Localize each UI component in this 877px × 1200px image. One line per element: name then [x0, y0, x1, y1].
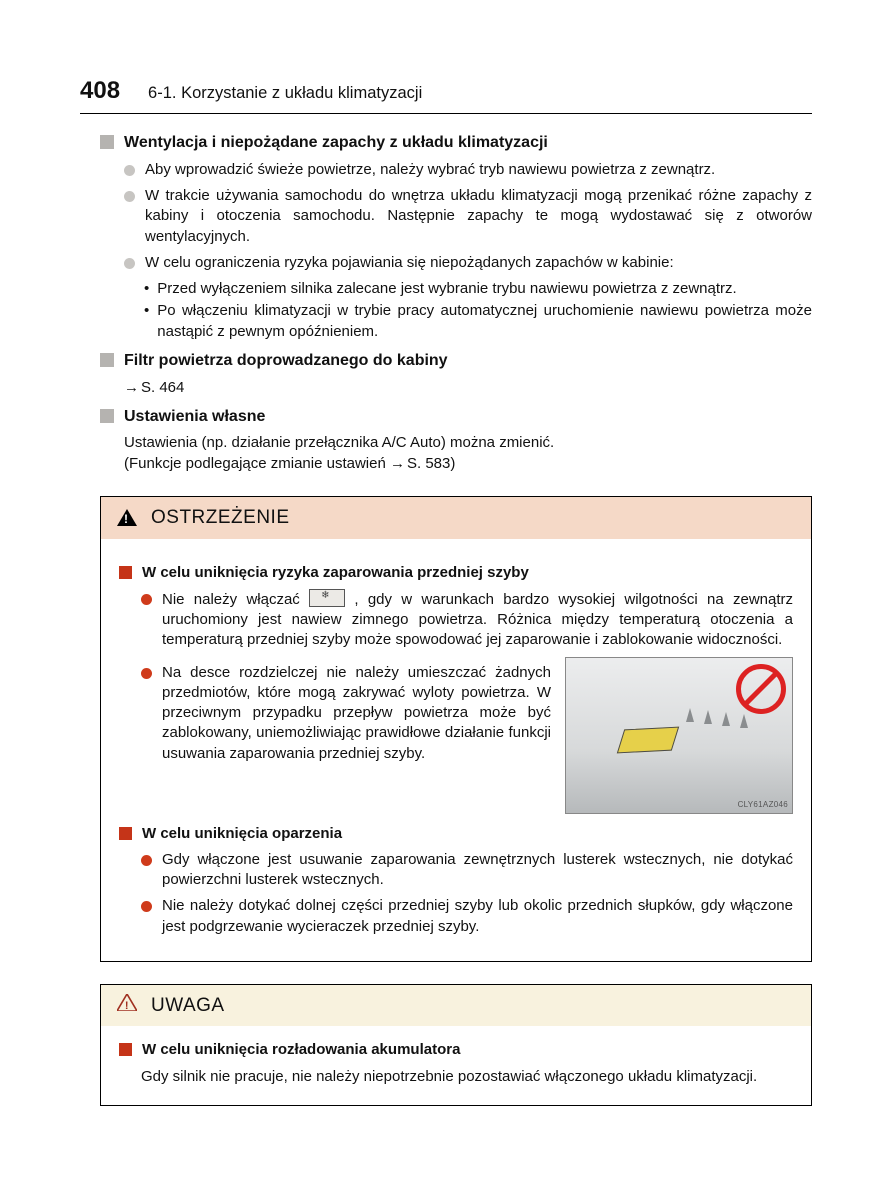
air-arrow-icon — [722, 712, 730, 726]
round-bullet-icon — [124, 191, 135, 202]
notice-box: ! UWAGA W celu uniknięcia rozładowania a… — [100, 984, 812, 1106]
warning-item: Gdy włączone jest usuwanie zaparowania z… — [141, 850, 793, 891]
warning-subheading-fog: W celu uniknięcia ryzyka zaparowania prz… — [119, 563, 793, 583]
sub-list-item: • Przed wyłączeniem silnika zalecane jes… — [144, 279, 812, 299]
warning-triangle-icon: ! — [117, 509, 137, 526]
section-heading-filter: Filtr powietrza doprowadzanego do kabiny — [100, 350, 812, 372]
square-red-icon — [119, 1043, 132, 1056]
dot-bullet-icon: • — [144, 301, 149, 342]
section-heading-ventilation: Wentylacja i niepożądane zapachy z układ… — [100, 132, 812, 154]
list-text: W celu ograniczenia ryzyka pojawiania si… — [145, 253, 674, 273]
dashboard-illustration: CLY61AZ046 — [565, 657, 793, 814]
settings-text: Ustawienia (np. działanie przełącznika A… — [124, 433, 812, 474]
settings-line2: (Funkcje podlegające zmianie ustawień S.… — [124, 454, 812, 474]
notice-header: ! UWAGA — [101, 985, 811, 1027]
arrow-icon — [124, 379, 141, 396]
square-bullet-icon — [100, 135, 114, 149]
warning-item: Na desce rozdzielczej nie należy umieszc… — [141, 663, 551, 808]
round-red-bullet-icon — [141, 901, 152, 912]
warning-item-with-image: Na desce rozdzielczej nie należy umieszc… — [141, 657, 793, 814]
warning-text: Na desce rozdzielczej nie należy umieszc… — [162, 663, 551, 808]
svg-text:!: ! — [125, 1000, 129, 1011]
object-on-dash-icon — [617, 726, 679, 753]
list-item: W trakcie używania samochodu do wnętrza … — [124, 186, 812, 247]
round-red-bullet-icon — [141, 855, 152, 866]
round-red-bullet-icon — [141, 594, 152, 605]
round-red-bullet-icon — [141, 668, 152, 679]
list-item: W celu ograniczenia ryzyka pojawiania si… — [124, 253, 812, 273]
sub-list-text: Przed wyłączeniem silnika zalecane jest … — [157, 279, 736, 299]
warning-text: Gdy włączone jest usuwanie zaparowania z… — [162, 850, 793, 891]
square-bullet-icon — [100, 409, 114, 423]
warning-label: OSTRZEŻENIE — [151, 505, 290, 531]
page-ref: S. 464 — [141, 379, 184, 396]
sub-list-text: Po włączeniu klimatyzacji w trybie pracy… — [157, 301, 812, 342]
warning-box: ! OSTRZEŻENIE W celu uniknięcia ryzyka z… — [100, 496, 812, 962]
round-bullet-icon — [124, 165, 135, 176]
warning-body: W celu uniknięcia ryzyka zaparowania prz… — [101, 539, 811, 961]
warning-text: Nie należy włączać , gdy w warunkach bar… — [162, 589, 793, 651]
chapter-title: 6-1. Korzystanie z układu klimatyzacji — [148, 82, 422, 104]
list-text: Aby wprowadzić świeże powietrze, należy … — [145, 160, 715, 180]
section-title: Wentylacja i niepożądane zapachy z układ… — [124, 132, 548, 154]
dot-bullet-icon: • — [144, 279, 149, 299]
square-red-icon — [119, 566, 132, 579]
sub-list-item: • Po włączeniu klimatyzacji w trybie pra… — [144, 301, 812, 342]
manual-page: 408 6-1. Korzystanie z układu klimatyzac… — [0, 0, 877, 1166]
notice-subheading-text: W celu uniknięcia rozładowania akumulato… — [142, 1040, 460, 1060]
section-title: Ustawienia własne — [124, 406, 265, 428]
square-red-icon — [119, 827, 132, 840]
notice-label: UWAGA — [151, 993, 225, 1019]
warning-item: Nie należy dotykać dolnej części przedni… — [141, 896, 793, 937]
warning-item: Nie należy włączać , gdy w warunkach bar… — [141, 589, 793, 651]
list-text: W trakcie używania samochodu do wnętrza … — [145, 186, 812, 247]
square-bullet-icon — [100, 353, 114, 367]
warning-header: ! OSTRZEŻENIE — [101, 497, 811, 539]
prohibition-icon — [736, 664, 786, 714]
round-bullet-icon — [124, 258, 135, 269]
cross-reference: S. 464 — [124, 378, 812, 398]
section-title: Filtr powietrza doprowadzanego do kabiny — [124, 350, 448, 372]
warning-subheading-text: W celu uniknięcia ryzyka zaparowania prz… — [142, 563, 529, 583]
air-arrow-icon — [686, 708, 694, 722]
warning-text: Nie należy dotykać dolnej części przedni… — [162, 896, 793, 937]
arrow-icon — [390, 455, 407, 472]
notice-text: Gdy silnik nie pracuje, nie należy niepo… — [141, 1067, 793, 1087]
defrost-button-icon — [309, 589, 345, 607]
bullet-list: Aby wprowadzić świeże powietrze, należy … — [124, 160, 812, 273]
warning-subheading-burn: W celu uniknięcia oparzenia — [119, 824, 793, 844]
sub-bullet-list: • Przed wyłączeniem silnika zalecane jes… — [144, 279, 812, 342]
notice-triangle-icon: ! — [117, 993, 137, 1019]
notice-subheading: W celu uniknięcia rozładowania akumulato… — [119, 1040, 793, 1060]
illustration-code: CLY61AZ046 — [738, 800, 788, 811]
section-heading-custom-settings: Ustawienia własne — [100, 406, 812, 428]
air-arrow-icon — [704, 710, 712, 724]
page-number: 408 — [80, 75, 120, 107]
notice-body: W celu uniknięcia rozładowania akumulato… — [101, 1026, 811, 1105]
page-header: 408 6-1. Korzystanie z układu klimatyzac… — [80, 75, 812, 114]
air-arrow-icon — [740, 714, 748, 728]
settings-line1: Ustawienia (np. działanie przełącznika A… — [124, 433, 812, 453]
warning-subheading-text: W celu uniknięcia oparzenia — [142, 824, 342, 844]
list-item: Aby wprowadzić świeże powietrze, należy … — [124, 160, 812, 180]
